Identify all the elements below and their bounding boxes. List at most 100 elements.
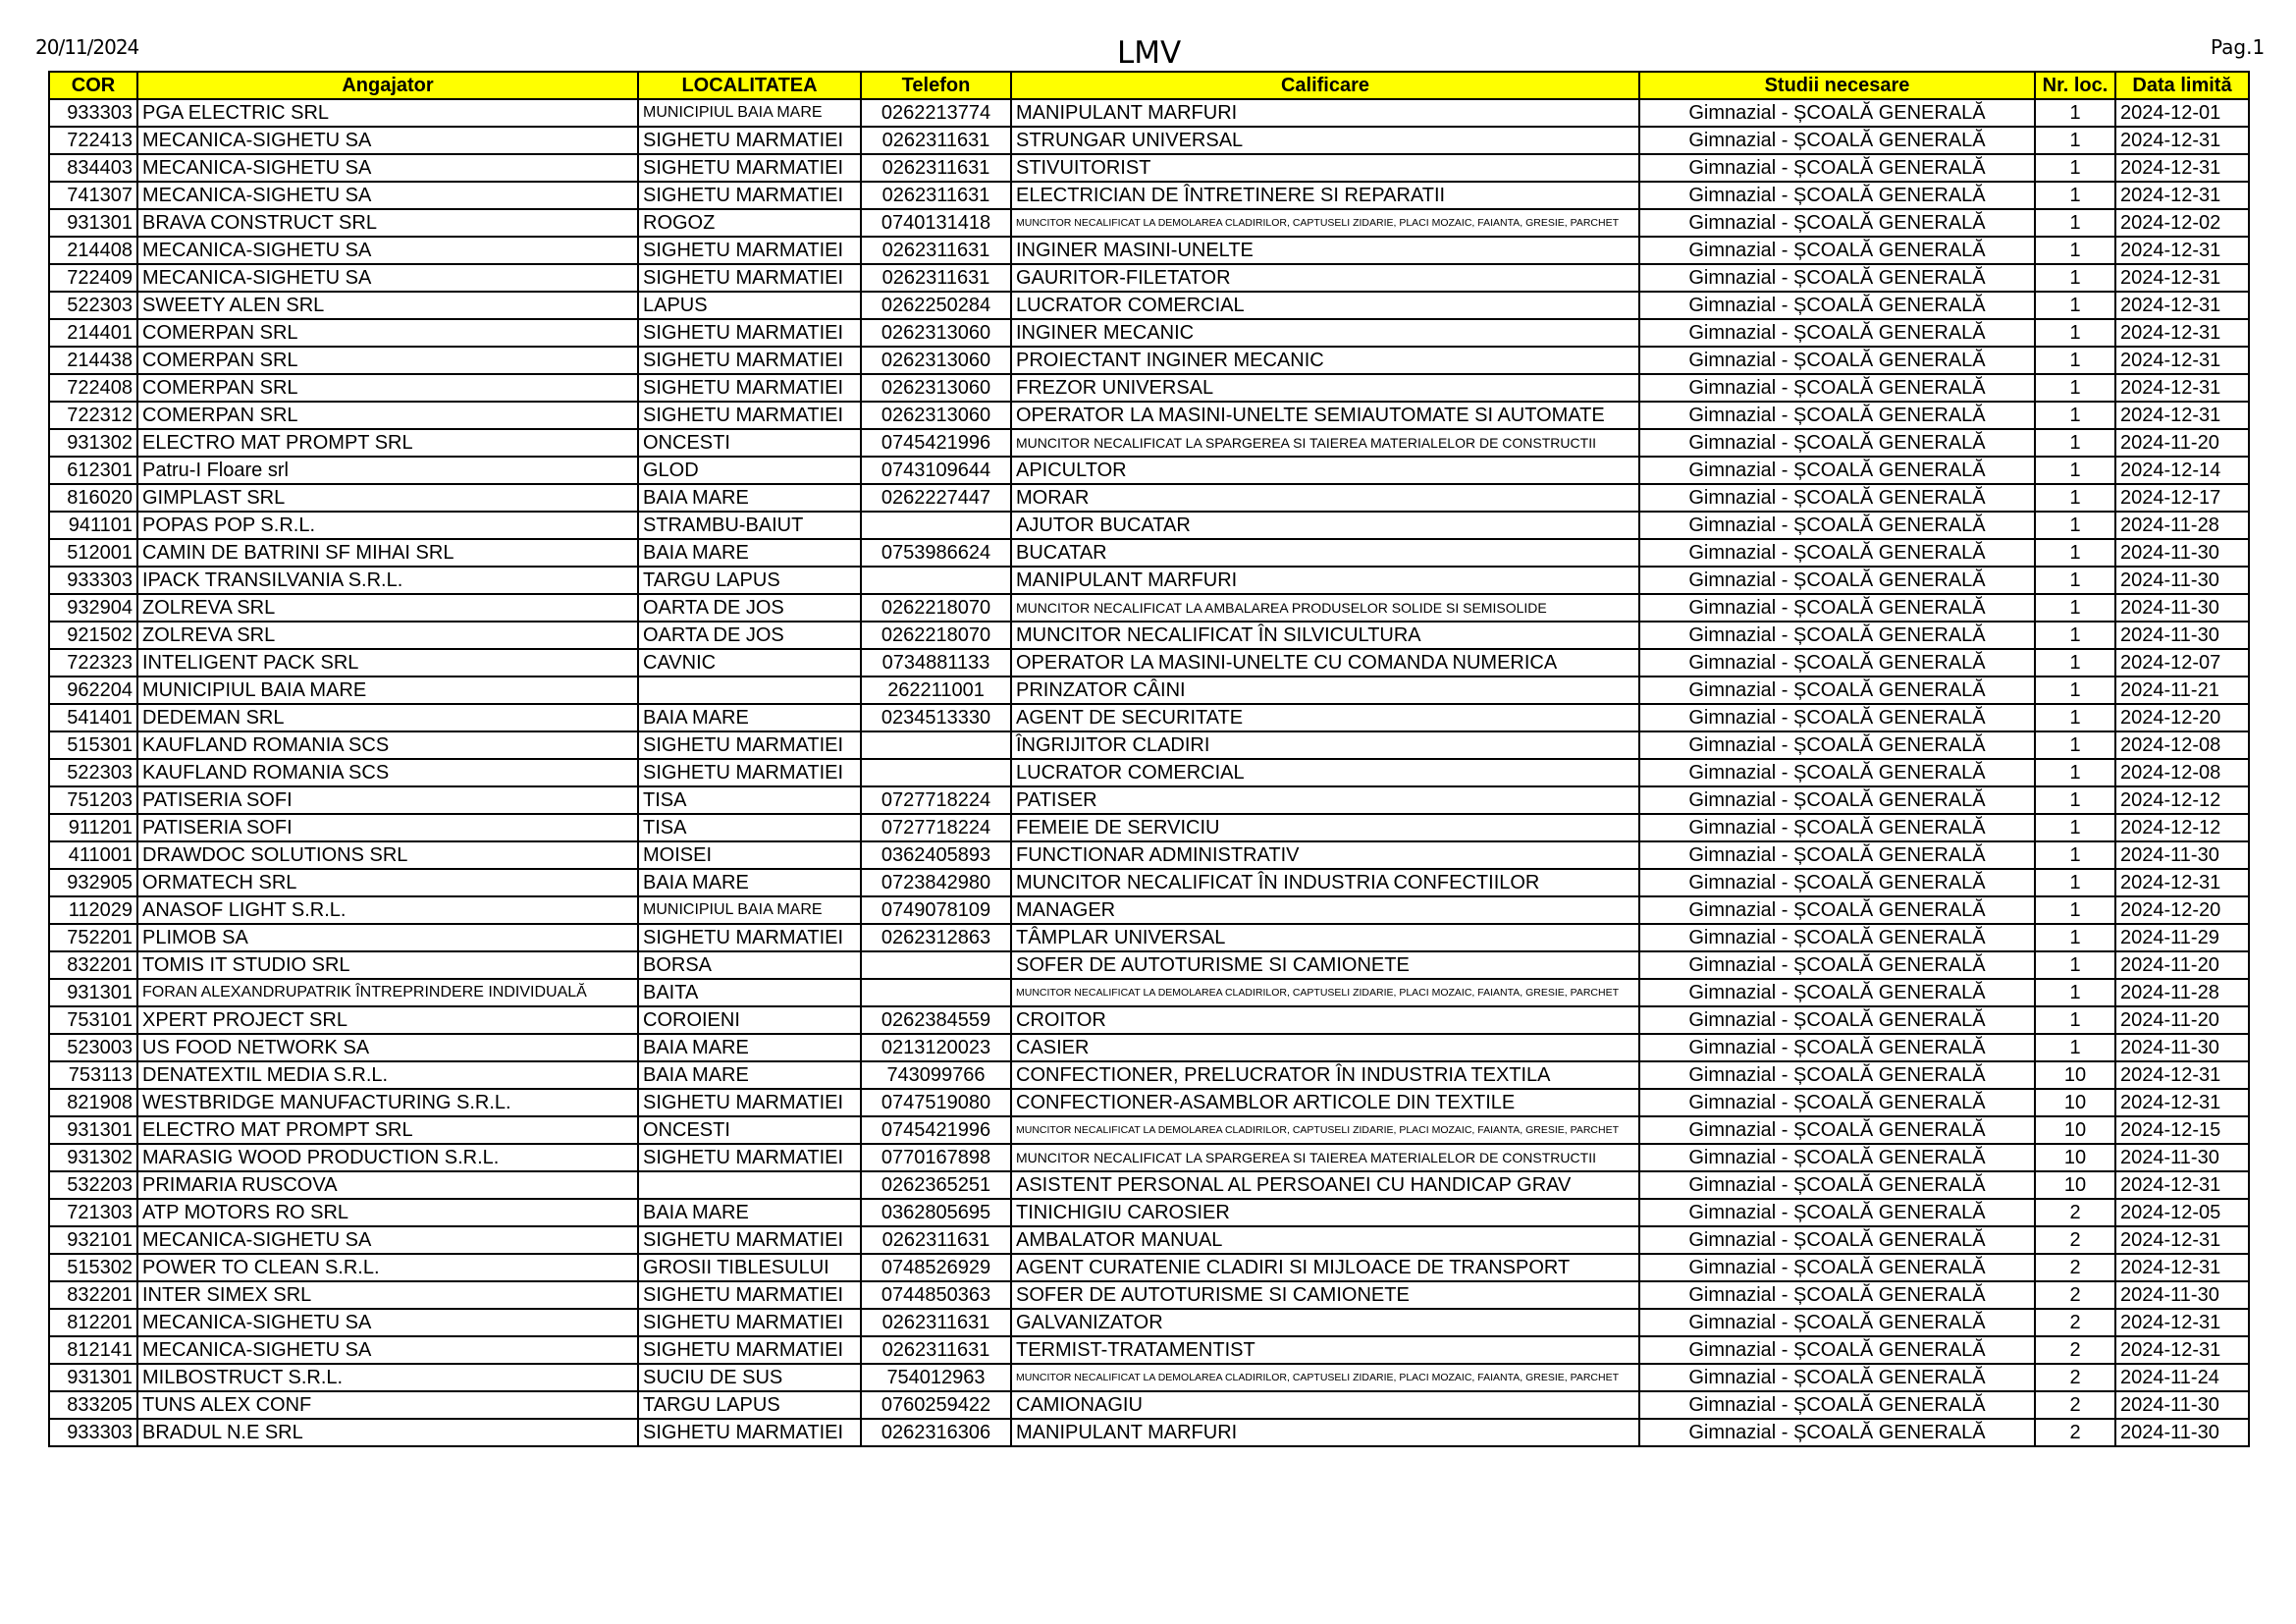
employer-cell: MECANICA-SIGHETU SA [136, 263, 639, 293]
table-row: 722409 MECANICA-SIGHETU SA SIGHETU MARMATI… [48, 263, 2250, 293]
table-row: 911201 PATISERIA SOFI TISA 0727718224 FEMEIE… [48, 813, 2250, 842]
phone-cell: 0262213774 [860, 98, 1012, 128]
phone-cell: 0262250284 [860, 291, 1012, 320]
qualification-cell: MANIPULANT MARFURI [1010, 566, 1640, 595]
phone-cell: 0362805695 [860, 1198, 1012, 1227]
employer-cell: COMERPAN SRL [136, 318, 639, 348]
phone-cell: 0262313060 [860, 373, 1012, 403]
deadline-cell: 2024-12-05 [2114, 1198, 2250, 1227]
deadline-cell: 2024-12-31 [2114, 318, 2250, 348]
studies-cell: Gimnazial - ȘCOALĂ GENERALĂ [1638, 1280, 2036, 1310]
studies-cell: Gimnazial - ȘCOALĂ GENERALĂ [1638, 538, 2036, 568]
positions-cell: 1 [2034, 208, 2116, 238]
employer-cell: ORMATECH SRL [136, 868, 639, 897]
phone-cell: 0213120023 [860, 1033, 1012, 1062]
table-row: 722408 COMERPAN SRL SIGHETU MARMATIEI 02623… [48, 373, 2250, 403]
table-row: 512001 CAMIN DE BATRINI SF MIHAI SRL BAIA … [48, 538, 2250, 568]
positions-cell: 1 [2034, 895, 2116, 925]
studies-cell: Gimnazial - ȘCOALĂ GENERALĂ [1638, 153, 2036, 183]
employer-cell: POPAS POP S.R.L. [136, 511, 639, 540]
table-row: 816020 GIMPLAST SRL BAIA MARE 0262227447 MOR… [48, 483, 2250, 513]
employer-cell: CAMIN DE BATRINI SF MIHAI SRL [136, 538, 639, 568]
positions-cell: 1 [2034, 593, 2116, 623]
studies-cell: Gimnazial - ȘCOALĂ GENERALĂ [1638, 1060, 2036, 1090]
locality-cell: BAIA MARE [637, 483, 862, 513]
phone-cell: 0753986624 [860, 538, 1012, 568]
employer-cell: KAUFLAND ROMANIA SCS [136, 731, 639, 760]
studies-cell: Gimnazial - ȘCOALĂ GENERALĂ [1638, 346, 2036, 375]
positions-cell: 1 [2034, 621, 2116, 650]
cor-cell: 515302 [48, 1253, 138, 1282]
positions-cell: 1 [2034, 758, 2116, 787]
employer-cell: COMERPAN SRL [136, 346, 639, 375]
deadline-cell: 2024-12-20 [2114, 703, 2250, 732]
deadline-cell: 2024-12-20 [2114, 895, 2250, 925]
positions-cell: 1 [2034, 813, 2116, 842]
phone-cell: 754012963 [860, 1363, 1012, 1392]
qualification-cell: MUNCITOR NECALIFICAT LA AMBALAREA PRODUS… [1010, 593, 1640, 623]
studies-cell: Gimnazial - ȘCOALĂ GENERALĂ [1638, 456, 2036, 485]
studies-cell: Gimnazial - ȘCOALĂ GENERALĂ [1638, 950, 2036, 980]
cor-cell: 753101 [48, 1005, 138, 1035]
deadline-cell: 2024-12-31 [2114, 153, 2250, 183]
qualification-cell: SOFER DE AUTOTURISME SI CAMIONETE [1010, 1280, 1640, 1310]
studies-cell: Gimnazial - ȘCOALĂ GENERALĂ [1638, 1225, 2036, 1255]
table-row: 214401 COMERPAN SRL SIGHETU MARMATIEI 02623… [48, 318, 2250, 348]
locality-cell: BAIA MARE [637, 703, 862, 732]
phone-cell: 0262313060 [860, 346, 1012, 375]
employer-cell: MECANICA-SIGHETU SA [136, 1225, 639, 1255]
employer-cell: MECANICA-SIGHETU SA [136, 236, 639, 265]
qualification-cell: ÎNGRIJITOR CLADIRI [1010, 731, 1640, 760]
employer-cell: FORAN ALEXANDRUPATRIK ÎNTREPRINDERE INDI… [136, 978, 639, 1007]
qualification-cell: SOFER DE AUTOTURISME SI CAMIONETE [1010, 950, 1640, 980]
deadline-cell: 2024-12-31 [2114, 1088, 2250, 1117]
table-row: 523003 US FOOD NETWORK SA BAIA MARE 0213120… [48, 1033, 2250, 1062]
column-header-calificare: Calificare [1010, 71, 1640, 100]
cor-cell: 931301 [48, 1115, 138, 1145]
positions-cell: 1 [2034, 373, 2116, 403]
employer-cell: US FOOD NETWORK SA [136, 1033, 639, 1062]
table-row: 515302 POWER TO CLEAN S.R.L. GROSII TIBLES… [48, 1253, 2250, 1282]
qualification-cell: OPERATOR LA MASINI-UNELTE CU COMANDA NUM… [1010, 648, 1640, 677]
locality-cell: SIGHETU MARMATIEI [637, 181, 862, 210]
qualification-cell: AMBALATOR MANUAL [1010, 1225, 1640, 1255]
table-row: 832201 INTER SIMEX SRL SIGHETU MARMATIEI 07… [48, 1280, 2250, 1310]
cor-cell: 962204 [48, 676, 138, 705]
deadline-cell: 2024-12-31 [2114, 868, 2250, 897]
report-date: 20/11/2024 [35, 35, 139, 59]
deadline-cell: 2024-12-12 [2114, 785, 2250, 815]
phone-cell: 0745421996 [860, 1115, 1012, 1145]
deadline-cell: 2024-11-24 [2114, 1363, 2250, 1392]
employer-cell: MECANICA-SIGHETU SA [136, 126, 639, 155]
qualification-cell: MANIPULANT MARFURI [1010, 1418, 1640, 1447]
qualification-cell: BUCATAR [1010, 538, 1640, 568]
qualification-cell: MANAGER [1010, 895, 1640, 925]
phone-cell: 0362405893 [860, 840, 1012, 870]
positions-cell: 2 [2034, 1308, 2116, 1337]
locality-cell: SIGHETU MARMATIEI [637, 153, 862, 183]
locality-cell: MUNICIPIUL BAIA MARE [637, 895, 862, 925]
deadline-cell: 2024-11-30 [2114, 566, 2250, 595]
positions-cell: 10 [2034, 1088, 2116, 1117]
phone-cell [860, 731, 1012, 760]
cor-cell: 722323 [48, 648, 138, 677]
deadline-cell: 2024-12-31 [2114, 1225, 2250, 1255]
phone-cell: 0262313060 [860, 318, 1012, 348]
locality-cell: OARTA DE JOS [637, 621, 862, 650]
deadline-cell: 2024-11-30 [2114, 1418, 2250, 1447]
qualification-cell: LUCRATOR COMERCIAL [1010, 291, 1640, 320]
studies-cell: Gimnazial - ȘCOALĂ GENERALĂ [1638, 1088, 2036, 1117]
positions-cell: 1 [2034, 978, 2116, 1007]
table-row: 921502 ZOLREVA SRL OARTA DE JOS 0262218070 M… [48, 621, 2250, 650]
qualification-cell: TINICHIGIU CAROSIER [1010, 1198, 1640, 1227]
employer-cell: PLIMOB SA [136, 923, 639, 952]
employer-cell: COMERPAN SRL [136, 401, 639, 430]
studies-cell: Gimnazial - ȘCOALĂ GENERALĂ [1638, 785, 2036, 815]
positions-cell: 1 [2034, 346, 2116, 375]
qualification-cell: FUNCTIONAR ADMINISTRATIV [1010, 840, 1640, 870]
employer-cell: TOMIS IT STUDIO SRL [136, 950, 639, 980]
cor-cell: 741307 [48, 181, 138, 210]
table-row: 833205 TUNS ALEX CONF TARGU LAPUS 076025942… [48, 1390, 2250, 1420]
studies-cell: Gimnazial - ȘCOALĂ GENERALĂ [1638, 208, 2036, 238]
cor-cell: 722413 [48, 126, 138, 155]
